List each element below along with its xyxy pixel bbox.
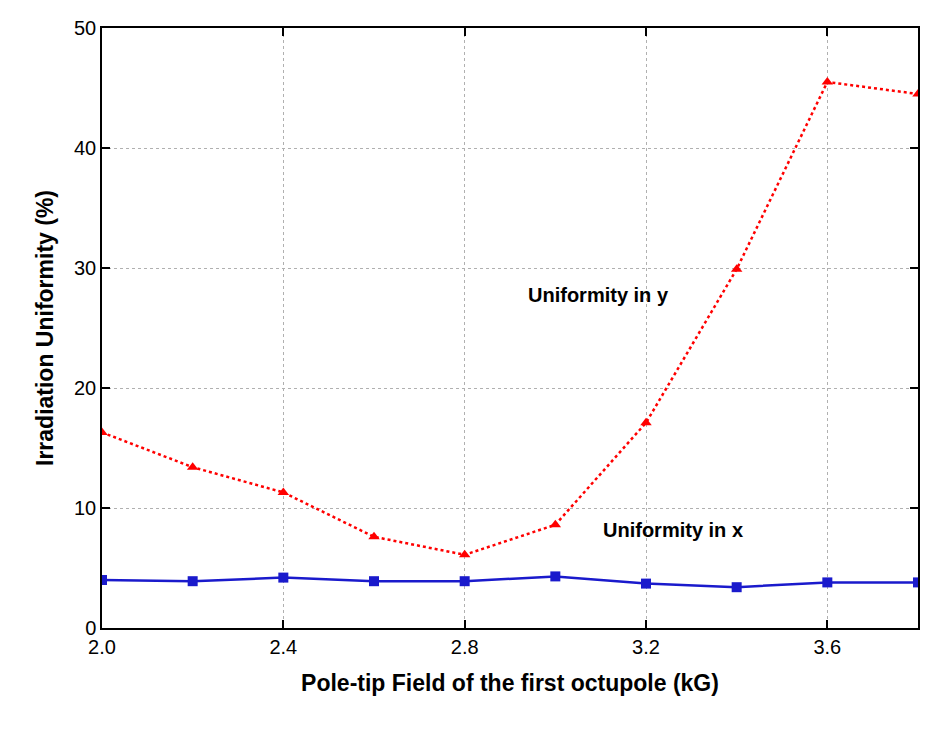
svg-text:Irradiation Uniformity (%): Irradiation Uniformity (%) xyxy=(32,190,58,466)
svg-text:Pole-tip Field of the first oc: Pole-tip Field of the first octupole (kG… xyxy=(301,670,719,696)
svg-text:50: 50 xyxy=(74,17,96,39)
svg-text:0: 0 xyxy=(85,617,96,639)
svg-text:30: 30 xyxy=(74,257,96,279)
svg-text:3.6: 3.6 xyxy=(813,636,841,658)
svg-text:Uniformity in x: Uniformity in x xyxy=(603,519,743,541)
svg-text:2.4: 2.4 xyxy=(269,636,297,658)
svg-text:2.8: 2.8 xyxy=(451,636,479,658)
svg-text:3.2: 3.2 xyxy=(632,636,660,658)
svg-text:40: 40 xyxy=(74,137,96,159)
svg-text:10: 10 xyxy=(74,497,96,519)
svg-text:Uniformity in y: Uniformity in y xyxy=(528,284,669,306)
svg-text:2.0: 2.0 xyxy=(88,636,116,658)
svg-text:20: 20 xyxy=(74,377,96,399)
